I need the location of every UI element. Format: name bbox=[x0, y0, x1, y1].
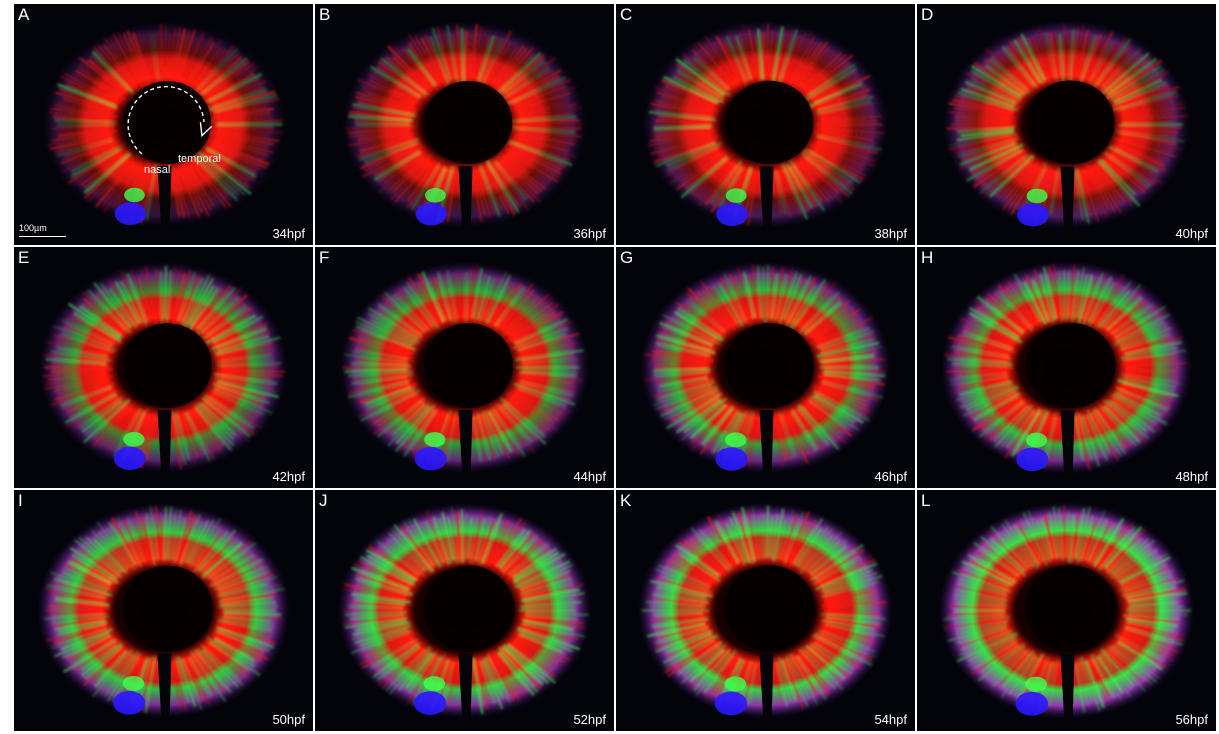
panel-d: D 40hpf bbox=[917, 4, 1216, 245]
time-label: 38hpf bbox=[874, 226, 907, 241]
time-label: 54hpf bbox=[874, 712, 907, 727]
panel-f: F 44hpf bbox=[315, 247, 614, 488]
panel-g: G 46hpf bbox=[616, 247, 915, 488]
panel-l: L 56hpf bbox=[917, 490, 1216, 731]
panel-i: I 50hpf bbox=[14, 490, 313, 731]
panel-letter: H bbox=[921, 248, 934, 267]
panel-letter: G bbox=[620, 248, 634, 267]
panel-c: C 38hpf bbox=[616, 4, 915, 245]
eye-micrograph-image bbox=[38, 261, 289, 479]
panel-letter: C bbox=[620, 5, 633, 24]
time-label: 40hpf bbox=[1175, 226, 1208, 241]
nasal-label: nasal bbox=[144, 164, 171, 176]
eye-micrograph-image bbox=[341, 20, 588, 234]
time-label: 52hpf bbox=[573, 712, 606, 727]
panel-letter: A bbox=[18, 5, 30, 24]
eye-micrograph-image bbox=[639, 261, 892, 480]
eye-micrograph-image bbox=[942, 19, 1191, 235]
eye-micrograph-image bbox=[938, 502, 1195, 725]
time-label: 36hpf bbox=[573, 226, 606, 241]
panel-j: J 52hpf bbox=[315, 490, 614, 731]
panel-b: B 36hpf bbox=[315, 4, 614, 245]
time-label: 44hpf bbox=[573, 469, 606, 484]
eye-micrograph-image bbox=[940, 260, 1193, 480]
time-label: 46hpf bbox=[874, 469, 907, 484]
figure-grid: A 34hpf nasal temporal 100µm B 36hpf C 38hpf D 40h… bbox=[14, 4, 1216, 731]
panel-letter: D bbox=[921, 5, 934, 24]
eye-micrograph-image bbox=[36, 503, 291, 724]
time-label: 50hpf bbox=[272, 712, 305, 727]
scale-bar-label: 100µm bbox=[19, 223, 47, 233]
panel-e: E 42hpf bbox=[14, 247, 313, 488]
panel-letter: F bbox=[319, 248, 330, 267]
panel-h: H 48hpf bbox=[917, 247, 1216, 488]
panel-letter: K bbox=[620, 491, 632, 510]
rotation-arrow-icon bbox=[127, 85, 213, 155]
panel-letter: L bbox=[921, 491, 931, 510]
eye-micrograph-image bbox=[337, 502, 592, 724]
panel-letter: J bbox=[319, 491, 328, 510]
time-label: 56hpf bbox=[1175, 712, 1208, 727]
eye-micrograph-image bbox=[637, 502, 894, 724]
panel-k: K 54hpf bbox=[616, 490, 915, 731]
time-label: 48hpf bbox=[1175, 469, 1208, 484]
panel-a: A 34hpf nasal temporal 100µm bbox=[14, 4, 313, 245]
temporal-label: temporal bbox=[178, 153, 221, 165]
eye-micrograph-image bbox=[339, 261, 590, 479]
time-label: 42hpf bbox=[272, 469, 305, 484]
scale-bar: 100µm bbox=[19, 223, 66, 237]
eye-micrograph-image bbox=[41, 20, 286, 234]
panel-letter: B bbox=[319, 5, 331, 24]
time-label: 34hpf bbox=[272, 226, 305, 241]
panel-letter: I bbox=[18, 491, 23, 510]
scale-bar-line bbox=[19, 236, 66, 237]
eye-micrograph-image bbox=[642, 19, 889, 235]
panel-letter: E bbox=[18, 248, 30, 267]
